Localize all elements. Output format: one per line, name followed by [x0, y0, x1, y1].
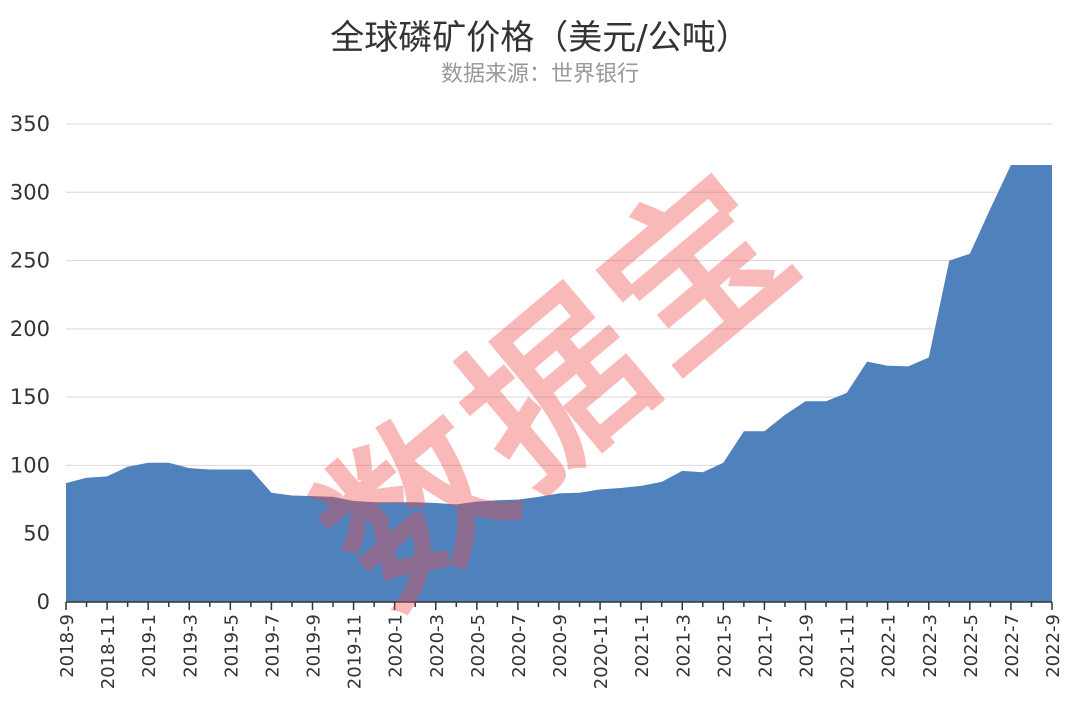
price-area: [66, 164, 1052, 602]
x-tick-label: 2022-7: [1002, 614, 1023, 678]
x-tick-label: 2020-11: [591, 614, 612, 689]
y-tick-label: 100: [10, 453, 50, 477]
x-tick-label: 2019-11: [345, 614, 366, 689]
x-tick-label: 2019-1: [139, 614, 160, 678]
x-tick-label: 2021-1: [632, 614, 653, 678]
x-tick-label: 2021-3: [673, 614, 694, 678]
x-tick-label: 2020-9: [550, 614, 571, 678]
y-tick-label: 50: [23, 522, 50, 546]
axes: [65, 601, 1053, 610]
x-tick-label: 2022-1: [879, 614, 900, 678]
x-tick-label: 2021-11: [838, 614, 859, 689]
x-tick-label: 2022-3: [920, 614, 941, 678]
y-tick-label: 250: [10, 249, 50, 273]
y-tick-label: 350: [10, 112, 50, 136]
chart-title: 全球磷矿价格（美元/公吨）: [330, 18, 750, 58]
x-tick-labels: 2018-9 2018-11 2019-1 2019-3 2019-5 2019-7 201…: [57, 614, 1064, 689]
x-tick-label: 2021-9: [797, 614, 818, 678]
x-tick-label: 2020-1: [386, 614, 407, 678]
x-tick-label: 2019-5: [221, 614, 242, 678]
x-tick-label: 2020-3: [427, 614, 448, 678]
y-tick-label: 300: [10, 180, 50, 204]
x-tick-label: 2022-5: [961, 614, 982, 678]
x-tick-label: 2019-7: [262, 614, 283, 678]
x-tick-label: 2018-11: [98, 614, 119, 689]
x-tick-label: 2021-5: [714, 614, 735, 678]
y-tick-labels: 0 50 100 150 200 250 300 350: [10, 112, 50, 614]
x-tick-label: 2022-9: [1043, 614, 1064, 678]
y-tick-label: 0: [37, 590, 50, 614]
x-tick-label: 2020-7: [509, 614, 530, 678]
chart-subtitle: 数据来源：世界银行: [440, 62, 639, 87]
x-tick-label: 2021-7: [755, 614, 776, 678]
x-tick-label: 2018-9: [57, 614, 78, 678]
x-tick-label: 2020-5: [468, 614, 489, 678]
x-tick-label: 2019-3: [180, 614, 201, 678]
x-tick-label: 2019-9: [304, 614, 325, 678]
y-tick-label: 150: [10, 385, 50, 409]
y-tick-label: 200: [10, 317, 50, 341]
